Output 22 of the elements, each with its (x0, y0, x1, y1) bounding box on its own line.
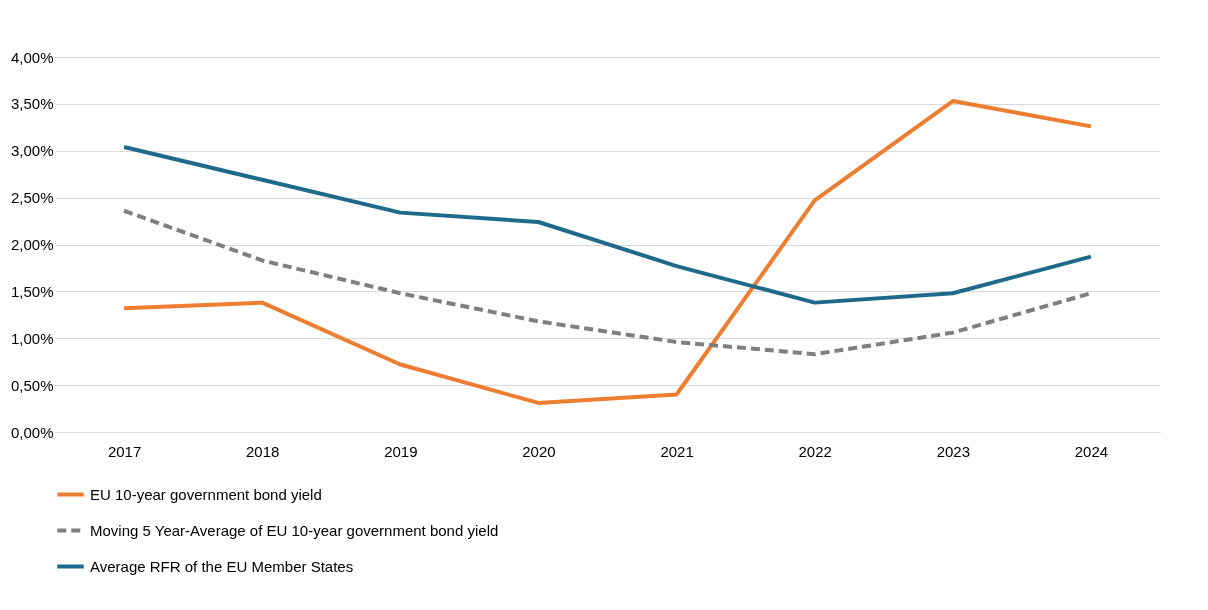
legend-label: EU 10-year government bond yield (90, 485, 322, 503)
y-tick-label: 2,50% (10, 189, 54, 207)
y-tick-label: 1,00% (10, 329, 54, 347)
line-series (122, 145, 1093, 305)
x-tick-label: 2024 (1074, 442, 1109, 460)
x-tick-label: 2023 (936, 442, 970, 460)
x-tick-label: 2019 (384, 442, 418, 460)
x-tick-label: 2020 (522, 442, 556, 460)
legend-label: Average RFR of the EU Member States (90, 557, 354, 575)
line-series (122, 99, 1093, 405)
y-tick-label: 4,00% (10, 48, 54, 66)
y-tick-label: 2,00% (10, 236, 54, 253)
x-tick-label: 2021 (660, 442, 694, 460)
y-tick-label: 3,50% (10, 95, 54, 113)
legend-label: Moving 5 Year-Average of EU 10-year government bond yield (90, 521, 499, 539)
y-tick-label: 3,00% (10, 142, 54, 160)
y-tick-label: 0,00% (10, 423, 54, 441)
y-tick-label: 0,50% (10, 376, 54, 394)
x-tick-label: 2022 (798, 442, 832, 460)
x-tick-label: 2017 (107, 442, 142, 460)
y-tick-label: 1,50% (10, 282, 54, 300)
x-tick-label: 2018 (246, 442, 280, 460)
